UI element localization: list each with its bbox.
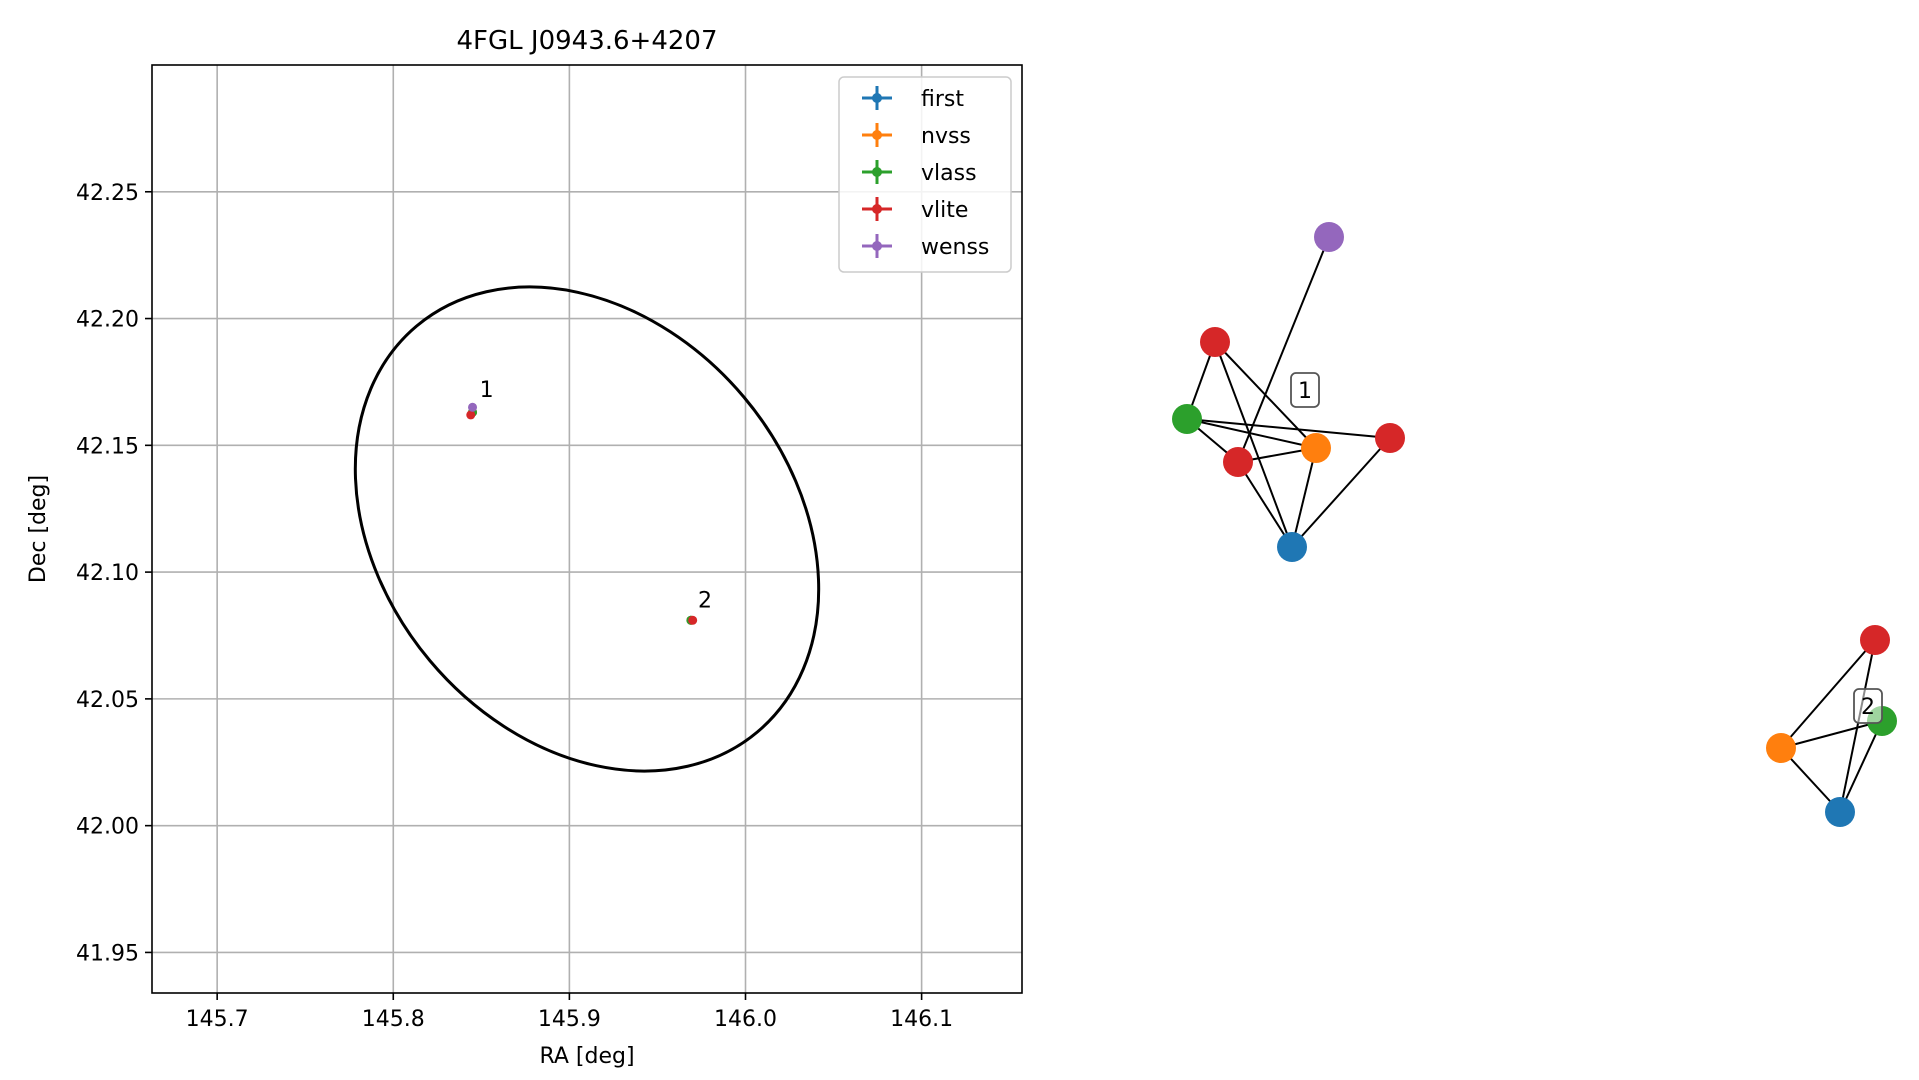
legend-box bbox=[838, 76, 1012, 273]
network-node bbox=[1860, 625, 1890, 655]
cluster-label: 1 bbox=[1298, 379, 1312, 404]
legend: first nvss vlass vlite wenss bbox=[838, 76, 1012, 273]
x-tick-label: 145.9 bbox=[538, 1007, 601, 1032]
network-edge bbox=[1186, 418, 1391, 439]
network-node bbox=[1825, 797, 1855, 827]
y-tick-label: 42.20 bbox=[76, 308, 139, 333]
x-axis-label: RA [deg] bbox=[539, 1044, 634, 1069]
legend-label: vlass bbox=[921, 161, 977, 186]
network-edge bbox=[1214, 341, 1293, 548]
network-node bbox=[1277, 532, 1307, 562]
legend-marker bbox=[872, 167, 882, 177]
y-tick-label: 42.00 bbox=[76, 815, 139, 840]
network-node bbox=[1223, 447, 1253, 477]
error-ellipse bbox=[353, 285, 821, 773]
network-node bbox=[1200, 327, 1230, 357]
legend-marker bbox=[872, 130, 882, 140]
legend-item-vlite: vlite bbox=[862, 197, 968, 223]
network-node bbox=[1766, 733, 1796, 763]
x-tick-label: 145.8 bbox=[362, 1007, 425, 1032]
network-edge bbox=[1237, 461, 1293, 548]
network-edge bbox=[1780, 639, 1876, 749]
legend-label: nvss bbox=[921, 124, 971, 149]
network-edge bbox=[1780, 720, 1883, 749]
legend-item-first: first bbox=[862, 86, 964, 112]
cluster-label-box bbox=[1290, 372, 1320, 408]
plot-frame bbox=[151, 64, 1023, 994]
y-tick-label: 42.05 bbox=[76, 688, 139, 713]
network-node bbox=[1172, 404, 1202, 434]
network-cluster-1: 1 bbox=[1172, 222, 1405, 562]
legend-marker bbox=[872, 204, 882, 214]
legend-item-vlass: vlass bbox=[862, 160, 977, 186]
legend-item-nvss: nvss bbox=[862, 123, 971, 149]
legend-marker bbox=[872, 93, 882, 103]
network-edge bbox=[1186, 418, 1317, 449]
y-tick-label: 42.15 bbox=[76, 434, 139, 459]
network-cluster-2: 2 bbox=[1766, 625, 1897, 827]
y-tick-label: 41.95 bbox=[76, 941, 139, 966]
legend-label: first bbox=[921, 87, 964, 112]
x-tick-label: 146.0 bbox=[714, 1007, 777, 1032]
network-edge bbox=[1839, 639, 1876, 813]
network-edge bbox=[1291, 447, 1317, 548]
point-annotation: 2 bbox=[698, 589, 712, 614]
scatter-plot: 145.7 145.8 145.9 146.0 146.1 41.95 42.00 42.05… bbox=[26, 26, 1023, 1069]
data-point-wenss bbox=[468, 402, 478, 412]
network-graph: 12 bbox=[1172, 222, 1897, 827]
network-edge bbox=[1839, 720, 1883, 813]
point-annotation: 1 bbox=[480, 378, 494, 403]
cluster-label: 2 bbox=[1861, 695, 1875, 720]
network-edge bbox=[1291, 437, 1391, 548]
x-tick-label: 145.7 bbox=[186, 1007, 249, 1032]
y-tick-label: 42.25 bbox=[76, 181, 139, 206]
data-point-vlite bbox=[466, 410, 476, 420]
chart-title: 4FGL J0943.6+4207 bbox=[457, 26, 718, 56]
x-tick-label: 146.1 bbox=[890, 1007, 953, 1032]
legend-item-wenss: wenss bbox=[862, 234, 989, 260]
data-point-vlite bbox=[688, 615, 698, 625]
y-axis-label: Dec [deg] bbox=[26, 475, 51, 583]
cluster-label-box bbox=[1853, 688, 1883, 724]
network-node bbox=[1314, 222, 1344, 252]
network-node bbox=[1301, 433, 1331, 463]
legend-marker bbox=[872, 241, 882, 251]
network-node bbox=[1375, 423, 1405, 453]
legend-label: wenss bbox=[921, 235, 989, 260]
y-tick-label: 42.10 bbox=[76, 561, 139, 586]
legend-label: vlite bbox=[921, 198, 968, 223]
